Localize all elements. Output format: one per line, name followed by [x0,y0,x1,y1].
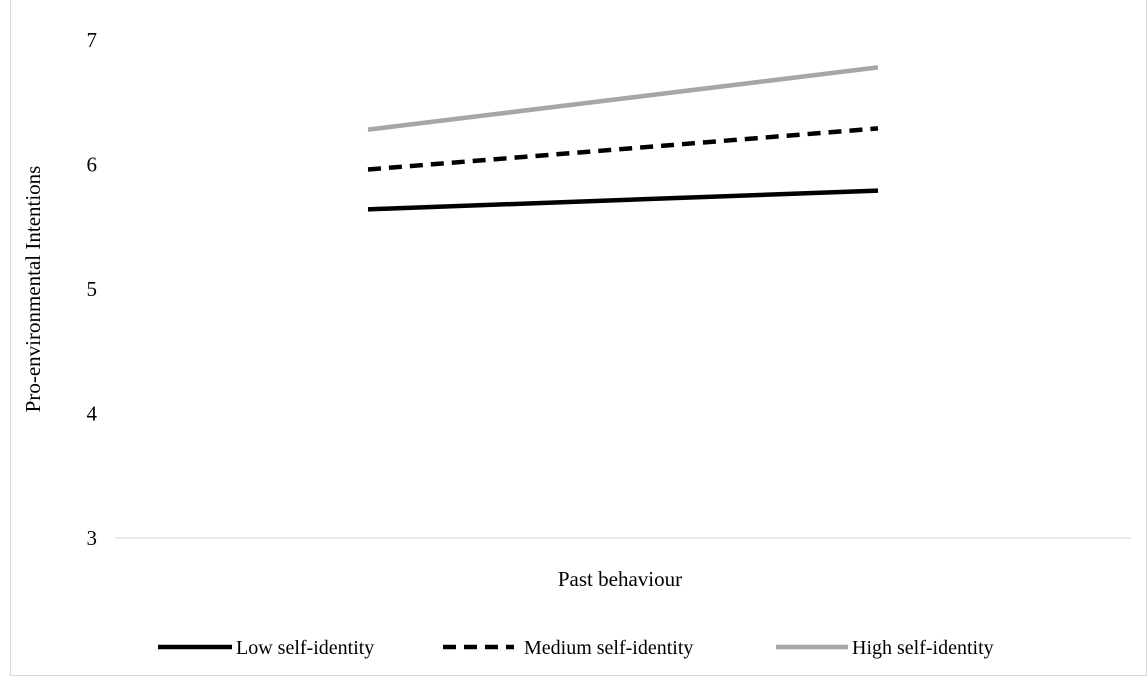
chart-frame [10,0,1147,676]
x-axis-title: Past behaviour [558,567,682,591]
y-tick-label: 7 [87,28,98,52]
legend-label-3: High self-identity [852,637,994,659]
series-line-1 [367,188,879,212]
y-tick-label: 4 [87,402,98,426]
legend: Low self-identity Medium self-identity Hig… [158,637,994,659]
y-tick-labels: 3 4 5 6 7 [87,28,98,550]
series-lines [367,65,879,212]
legend-label-2: Medium self-identity [524,637,693,659]
y-tick-label: 5 [87,277,98,301]
y-tick-label: 3 [87,526,98,550]
legend-label-1: Low self-identity [236,637,374,659]
series-line-2 [367,126,879,172]
y-axis-title: Pro-environmental Intentions [21,166,45,413]
series-line-3 [367,65,879,132]
y-tick-label: 6 [87,153,98,177]
